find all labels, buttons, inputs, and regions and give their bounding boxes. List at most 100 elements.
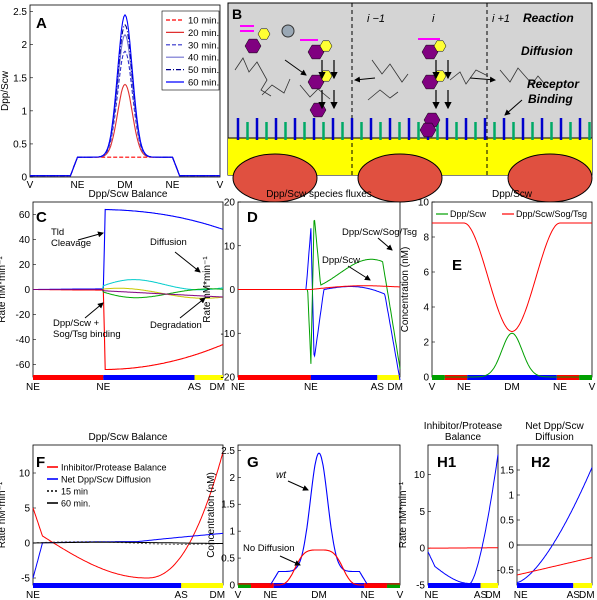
region-bar: [377, 375, 400, 380]
series-line: [432, 222, 592, 333]
annotation-dppscw: Dpp/Scw: [322, 255, 360, 266]
x-tick-label: DM: [210, 590, 226, 600]
chart-title: Net Dpp/Scw: [525, 421, 584, 432]
y-tick-label: 2.5: [221, 446, 235, 457]
panel-label-f: F: [36, 454, 45, 471]
y-tick-label: 1.5: [221, 500, 235, 511]
x-tick-label: NE: [26, 382, 40, 393]
panel-label-d: D: [247, 209, 258, 226]
annotation-arrow: [347, 265, 371, 281]
panel-label-g: G: [247, 454, 259, 471]
squiggle: [234, 57, 272, 97]
legend: Dpp/Scw Dpp/Scw/Sog/Tsg: [436, 209, 587, 219]
x-tick-label: NE: [96, 382, 110, 393]
panel-a-chart: 0 0.5 1 1.5 2 2.5 V NE DM NE V Dpp/Scw 10 min.20 min…: [0, 4, 224, 191]
panel-label-h1: H1: [437, 454, 456, 471]
legend-label: Dpp/Scw/Sog/Tsg: [516, 209, 587, 219]
label-reaction: Reaction: [523, 11, 574, 25]
region-bar: [33, 375, 104, 380]
annotation-wt: wt: [276, 470, 287, 481]
series-line: [32, 451, 224, 579]
x-tick-label: NE: [263, 590, 277, 600]
series-line: [30, 13, 220, 177]
x-tick-label: NE: [457, 382, 471, 393]
annotation-arrow: [84, 302, 104, 319]
x-tick-label: V: [589, 382, 596, 393]
squiggle: [299, 84, 331, 100]
chart-title: Inhibitor/Protease: [424, 421, 503, 432]
arrow: [354, 76, 376, 83]
molecule-hexagon: [307, 44, 325, 60]
region-bar: [387, 583, 400, 588]
region-bar: [194, 375, 223, 380]
y-tick-label: 0.5: [221, 554, 235, 565]
y-axis-label: Rate nM*min⁻¹: [0, 481, 8, 548]
series-line: [33, 541, 223, 544]
plot-frame: [516, 444, 593, 586]
legend: 10 min.20 min.30 min. 40 min.50 min. 60 mi…: [161, 10, 220, 91]
x-tick-label: NE: [71, 180, 85, 191]
plot-frame: [431, 201, 593, 378]
y-tick-label: 8: [423, 233, 429, 244]
x-tick-label: DM: [504, 382, 520, 393]
receptor-binding-line: Receptor: [527, 77, 580, 91]
y-axis-label: Concentration (nM): [206, 472, 217, 558]
annotation-arrow: [377, 237, 393, 251]
y-tick-label: 0: [423, 373, 429, 384]
x-tick-label: AS: [175, 590, 189, 600]
y-tick-label: -5: [416, 581, 425, 592]
region-bar: [480, 583, 498, 588]
x-tick-label: DM: [579, 590, 595, 600]
series-line: [516, 557, 593, 576]
plot-frame: [427, 444, 499, 586]
y-tick-label: 2: [423, 338, 429, 349]
panel-label-b: B: [232, 6, 242, 22]
x-tick-label: NE: [26, 590, 40, 600]
annotation-no-diffusion: No Diffusion: [243, 543, 295, 554]
region-bar: [103, 375, 195, 380]
legend-label: 10 min.: [188, 16, 219, 27]
plot-frame: [237, 444, 401, 586]
x-tick-label: DM: [485, 590, 501, 600]
y-tick-label: 2.5: [13, 7, 27, 18]
y-tick-label: 0: [24, 539, 30, 550]
y-tick-label: 0: [229, 285, 235, 296]
y-tick-label: 10: [224, 241, 236, 252]
annotations: Dpp/Scw/Sog/Tsg Dpp/Scw: [322, 227, 417, 281]
x-tick-label: NE: [166, 180, 180, 191]
x-tick-label: V: [235, 590, 242, 600]
y-tick-label: 10: [19, 469, 31, 480]
x-tick-label: NE: [361, 590, 375, 600]
annotation-arrow: [77, 231, 104, 241]
chart-title: Balance: [445, 432, 482, 443]
y-tick-label: 10: [414, 470, 426, 481]
y-tick-label: 2: [229, 473, 235, 484]
squiggle: [449, 69, 489, 85]
series-line: [427, 454, 499, 584]
molecules: [240, 24, 523, 138]
y-tick-label: -20: [16, 310, 31, 321]
panel-b-diagram: B i −1 i i +1 Reaction Diffusion Recepto…: [227, 2, 593, 203]
region-bar: [364, 583, 388, 588]
x-tick-label: NE: [514, 590, 528, 600]
y-axis-label: Rate nM*min⁻¹: [398, 481, 409, 548]
compartment-label-3: i +1: [492, 13, 510, 25]
x-tick-label: DM: [387, 382, 403, 393]
annotation-binding-1: Dpp/Scw +: [53, 318, 100, 329]
annotations: wt No Diffusion: [243, 470, 309, 566]
panel-label-a: A: [36, 15, 47, 32]
legend-box: [161, 10, 220, 91]
y-tick-label: -20: [221, 373, 236, 384]
y-axis-label: Rate nM*min⁻¹: [0, 256, 8, 323]
molecule-hexagon: [419, 122, 437, 138]
y-tick-label: 1.5: [13, 73, 27, 84]
chart-title: Dpp/Scw Balance: [89, 432, 168, 443]
panel-e-chart: 0 2 4 6 8 10 V NE DM NE V Dpp/Scw Concentration (nM)…: [400, 189, 596, 393]
plot-frame: [32, 444, 224, 586]
annotation-complex: Dpp/Scw/Sog/Tsg: [342, 227, 417, 238]
y-tick-label: 1.5: [500, 466, 514, 477]
y-tick-label: 1: [21, 106, 27, 117]
x-tick-label: V: [217, 180, 224, 191]
